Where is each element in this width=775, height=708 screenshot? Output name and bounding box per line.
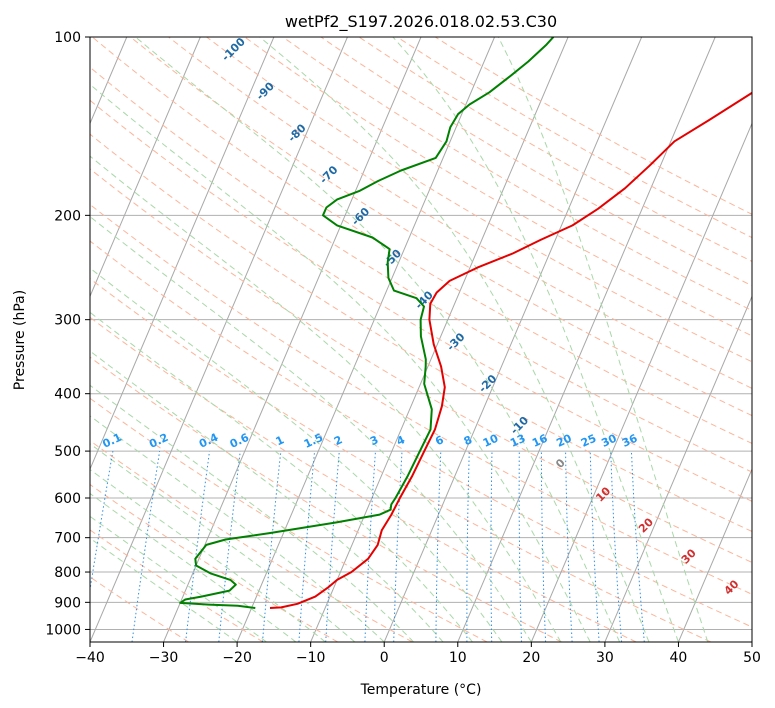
moist-adiabat--8 (90, 468, 326, 642)
x-tick-label: 10 (449, 650, 467, 666)
y-tick-label: 400 (54, 387, 81, 403)
dry-adiabat-200 (434, 37, 752, 215)
dry-adiabat-190 (396, 37, 752, 239)
isotherm--50 (90, 37, 275, 471)
mixing-ratio-line-0.4 (185, 451, 210, 642)
mixing-ratio-label-10: 10 (481, 432, 501, 450)
moist-adiabat-4 (90, 384, 414, 642)
mixing-ratio-label-20: 20 (554, 432, 574, 450)
dry-adiabat-30 (90, 316, 637, 642)
dry-adiabat-80 (90, 133, 752, 533)
dry-adiabat--10 (90, 483, 339, 642)
dry-adiabat-110 (91, 37, 752, 444)
moist-adiabat-8 (90, 350, 444, 642)
mixing-ratio-line-0.1 (90, 451, 114, 594)
dry-adiabat-60 (90, 203, 752, 595)
temperature-line (269, 91, 752, 609)
moist-adiabat-0 (90, 415, 385, 642)
y-tick-label: 100 (54, 30, 81, 46)
mixing-ratio-label-25: 25 (579, 432, 598, 450)
moist-adiabat-24 (90, 155, 562, 642)
dry-adiabat-100 (90, 66, 752, 473)
moist-adiabat-20 (90, 215, 532, 642)
chart-title: wetPf2_S197.2026.018.02.53.C30 (285, 12, 557, 32)
y-tick-label: 1000 (45, 622, 81, 638)
mixing-ratio-label-30: 30 (599, 432, 619, 450)
isotherm-20 (530, 122, 752, 642)
moist-adiabat-16 (90, 267, 503, 642)
dry-adiabat-90 (90, 99, 752, 502)
y-axis-label: Pressure (hPa) (12, 290, 28, 390)
y-tick-label: 900 (54, 595, 81, 611)
dry-adiabat-50 (90, 240, 752, 628)
x-tick-label: 50 (743, 650, 761, 666)
moist-adiabat-40 (392, 37, 679, 642)
moist-adiabat-36 (259, 37, 650, 642)
x-tick-label: 30 (596, 650, 614, 666)
isotherm-40 (677, 467, 752, 642)
isotherm-30 (604, 295, 752, 642)
mixing-ratio-label-36: 36 (620, 432, 640, 450)
y-tick-label: 300 (54, 313, 81, 329)
y-tick-label: 500 (54, 444, 81, 460)
x-tick-label: 40 (670, 650, 688, 666)
isotherm--30 (163, 37, 422, 642)
dry-adiabat-130 (168, 37, 752, 389)
mixing-ratio-line-0.6 (218, 451, 241, 642)
plot-frame (89, 36, 753, 643)
x-tick-label: −10 (296, 650, 326, 666)
moist-adiabat-44 (497, 37, 709, 642)
moist-adiabat--16 (90, 515, 267, 642)
x-tick-label: 0 (380, 650, 389, 666)
plot-area: 0.1 0.2 0.4 0.6 1 1.5 2 3 4 6 8 10 13 16 20 25 30 36-100-… (90, 37, 752, 642)
moist-adiabat--12 (90, 492, 297, 642)
dry-adiabat-20 (90, 356, 562, 642)
dewpoint-line (179, 37, 555, 609)
isotherm-10 (457, 37, 716, 642)
x-tick-label: −30 (149, 650, 179, 666)
dry-adiabat-120 (130, 37, 752, 417)
isotherm--20 (236, 37, 496, 642)
isotherm-0 (383, 37, 643, 642)
moist-adiabat-32 (135, 37, 621, 642)
moist-adiabat--20 (90, 537, 238, 642)
x-tick-label: −40 (75, 650, 105, 666)
y-tick-label: 800 (54, 565, 81, 581)
y-tick-label: 700 (54, 531, 81, 547)
mixing-ratio-label-16: 16 (530, 432, 550, 450)
x-tick-label: −20 (222, 650, 252, 666)
axes: −40 −30 −20 −10 0 10 20 30 40 50 100 200 300 400 500 60… (45, 30, 761, 666)
y-tick-label: 200 (54, 208, 81, 224)
mixing-ratio-label-13: 13 (508, 432, 527, 450)
x-axis-label: Temperature (°C) (360, 682, 482, 698)
y-tick-label: 600 (54, 491, 81, 507)
moist-adiabat-12 (90, 311, 473, 642)
isotherm--60 (90, 37, 201, 298)
mixing-ratio-line-0.2 (131, 451, 161, 642)
dry-adiabat-0 (90, 440, 413, 642)
isotherm--40 (90, 37, 348, 642)
x-tick-label: 20 (522, 650, 540, 666)
dry-adiabat-70 (90, 168, 752, 563)
